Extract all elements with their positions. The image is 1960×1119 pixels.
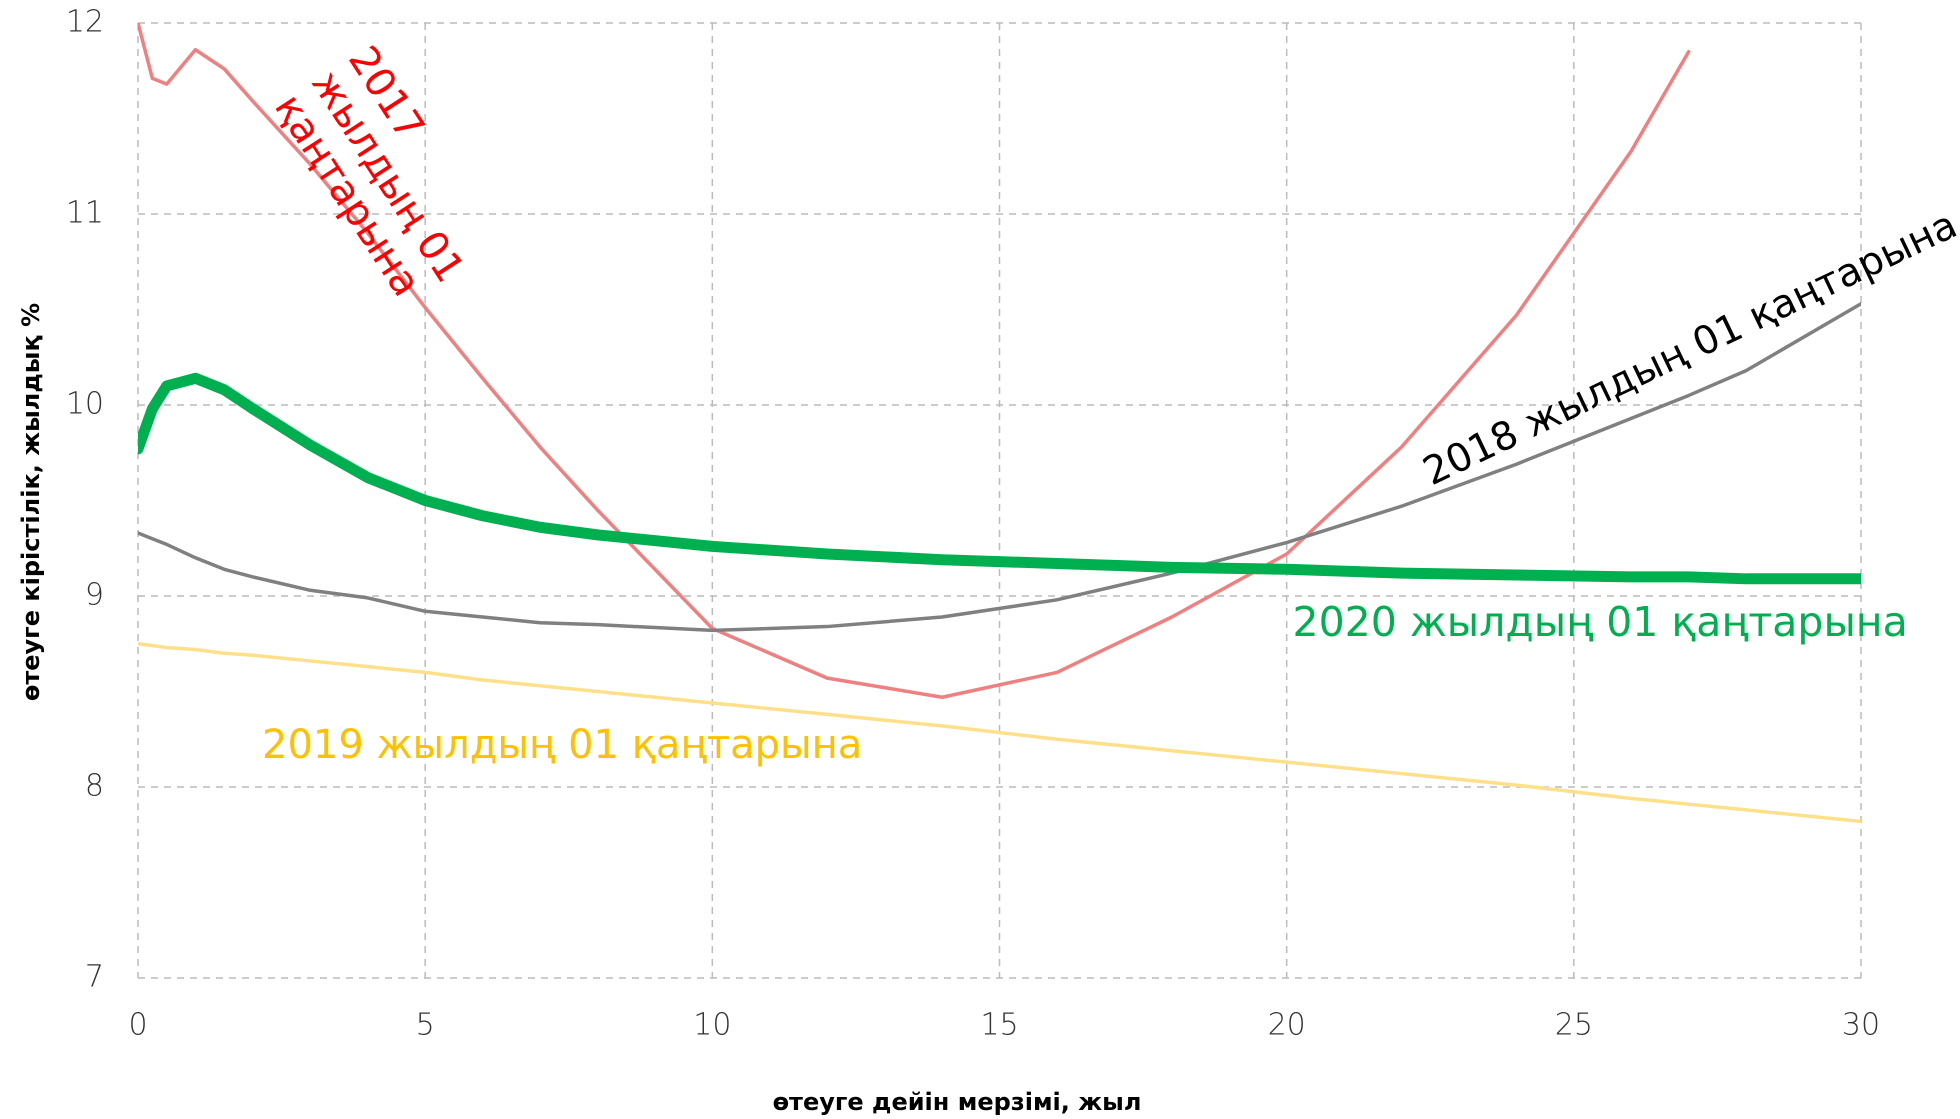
y-tick-label: 11 [66, 196, 104, 231]
series-group [138, 23, 1861, 824]
x-tick-label: 20 [1268, 1008, 1306, 1043]
y-tick-label: 10 [66, 387, 104, 422]
series-label: 2019 жылдың 01 қаңтарына [262, 722, 863, 768]
line-series [138, 23, 1691, 699]
y-tick-label: 7 [85, 960, 104, 995]
line-series [138, 372, 1861, 585]
x-tick-label: 10 [693, 1008, 731, 1043]
series-label: 2020 жылдың 01 қаңтарына [1292, 597, 1908, 646]
y-tick-label: 8 [85, 769, 104, 804]
y-axis-label: өтеуге кірістілік, жылдық % [17, 303, 45, 701]
x-tick-label: 15 [980, 1008, 1018, 1043]
x-tick-label: 30 [1842, 1008, 1880, 1043]
y-tick-label: 9 [85, 578, 104, 613]
x-tick-label: 0 [128, 1008, 147, 1043]
x-axis-label: өтеуге дейін мерзімі, жыл [773, 1088, 1142, 1116]
line-series [138, 642, 1861, 824]
x-tick-label: 5 [416, 1008, 435, 1043]
line-series [138, 302, 1861, 633]
x-tick-label: 25 [1555, 1008, 1593, 1043]
y-tick-label: 12 [66, 5, 104, 40]
